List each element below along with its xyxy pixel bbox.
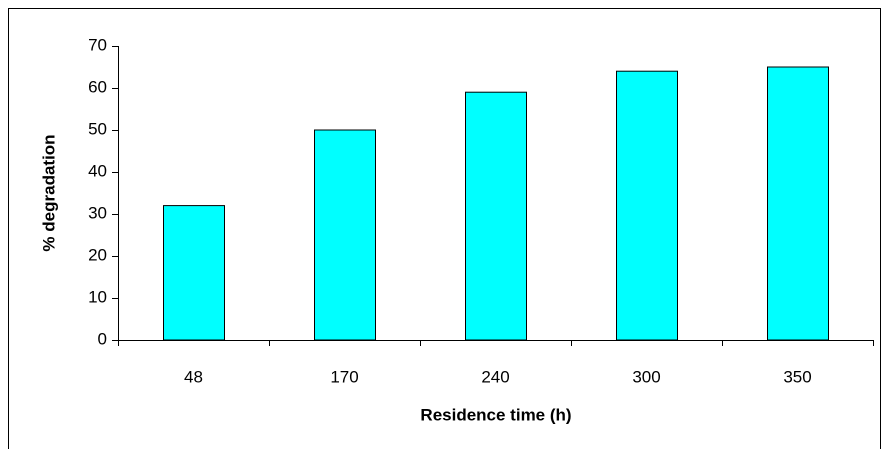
chart-frame bbox=[8, 8, 881, 449]
y-tick-label: 10 bbox=[88, 287, 107, 306]
x-tick-label: 170 bbox=[330, 367, 358, 386]
y-tick-label: 60 bbox=[88, 77, 107, 96]
y-tick-label: 40 bbox=[88, 161, 107, 180]
x-tick-label: 300 bbox=[632, 367, 660, 386]
y-tick-label: 70 bbox=[88, 35, 107, 54]
x-axis-title: Residence time (h) bbox=[420, 405, 571, 424]
y-tick-label: 50 bbox=[88, 119, 107, 138]
x-tick-label: 48 bbox=[184, 367, 203, 386]
bar bbox=[767, 66, 829, 341]
bar bbox=[616, 70, 678, 341]
y-tick-label: 0 bbox=[98, 329, 107, 348]
bar bbox=[314, 129, 376, 341]
y-tick-label: 20 bbox=[88, 245, 107, 264]
x-tick-label: 240 bbox=[481, 367, 509, 386]
y-tick-label: 30 bbox=[88, 203, 107, 222]
x-tick-label: 350 bbox=[783, 367, 811, 386]
bar bbox=[163, 205, 225, 341]
bar bbox=[465, 91, 527, 341]
y-axis-title: % degradation bbox=[39, 134, 58, 251]
